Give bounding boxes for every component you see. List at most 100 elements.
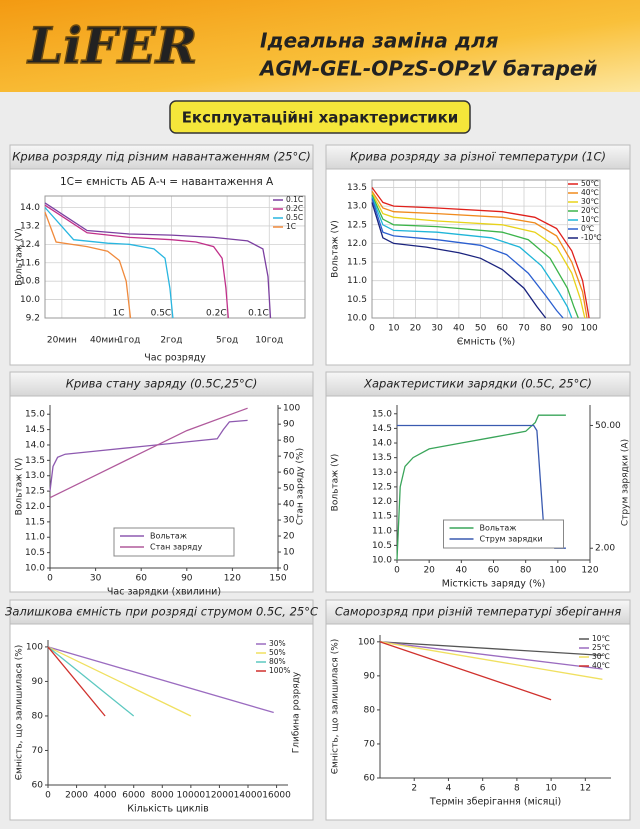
y-tick-label: 13.0 — [347, 202, 367, 212]
y2-tick-label: 80 — [283, 436, 295, 446]
chart-title: Саморозряд при різній температурі зберіг… — [335, 605, 621, 619]
x-tick-label: 8000 — [151, 791, 174, 801]
plot-frame — [44, 195, 306, 319]
y-tick-label: 14.0 — [372, 439, 392, 449]
panel — [325, 599, 631, 821]
plot-frame — [371, 179, 601, 319]
logo: LiFER — [26, 16, 197, 75]
chart-title: Крива розряду під різним навантаженням (… — [12, 150, 311, 164]
panel — [9, 599, 314, 821]
x-tick-label: 30 — [431, 324, 443, 334]
y-tick-label: 12.5 — [347, 220, 367, 230]
y-tick-label: 14.0 — [20, 203, 40, 213]
section-title: Експлуатаційні характеристики — [182, 109, 459, 127]
y2-axis-label: Глибина розряду — [292, 671, 302, 753]
y2-tick-label: 50 — [283, 484, 295, 494]
legend-label: 0.1C — [286, 195, 303, 204]
y-tick-label: 70 — [32, 746, 44, 756]
y-tick-label: 90 — [32, 677, 44, 687]
y-tick-label: 80 — [32, 711, 44, 721]
y-tick-label: 13.2 — [20, 221, 40, 231]
legend-label: Вольтаж — [480, 524, 517, 533]
panel-title-bar — [9, 144, 314, 170]
x-tick-label: 120 — [581, 566, 598, 576]
x-tick-label: 4000 — [94, 791, 117, 801]
x-tick-label: 40мин — [90, 336, 120, 346]
y-tick-label: 70 — [364, 739, 376, 749]
x-tick-label: 10 — [388, 324, 400, 334]
x-tick-label: 0 — [394, 566, 400, 576]
y-tick-label: 10.0 — [347, 314, 367, 324]
y2-axis-label: Струм зарядки (A) — [621, 439, 631, 526]
x-tick-label: 10год — [255, 336, 283, 346]
y-tick-label: 11.0 — [372, 526, 392, 536]
legend-label: 40℃ — [592, 661, 610, 670]
x-tick-label: 60 — [488, 566, 500, 576]
y-tick-label: 11.0 — [25, 533, 45, 543]
y-tick-label: 13.5 — [347, 183, 367, 193]
x-axis-label: Час зарядки (хвилини) — [107, 587, 221, 598]
y-tick-label: 60 — [364, 774, 376, 784]
x-tick-label: 14000 — [234, 791, 263, 801]
chart-title: Залишкова ємність при розряді струмом 0.… — [5, 605, 318, 619]
x-tick-label: 100 — [581, 324, 598, 334]
legend-label: 40℃ — [581, 188, 599, 197]
legend-label: 10℃ — [592, 634, 610, 643]
series-line — [379, 641, 603, 680]
y-tick-label: 10.0 — [372, 556, 392, 566]
x-tick-label: 30 — [90, 574, 102, 584]
y-tick-label: 90 — [364, 671, 376, 681]
series-line — [379, 641, 552, 701]
chart-title: Характеристики зарядки (0.5C, 25°C) — [363, 377, 592, 391]
x-tick-label: 0 — [47, 574, 53, 584]
series-line — [44, 207, 174, 319]
y2-tick-label: 0 — [283, 564, 289, 574]
series-line — [47, 646, 135, 717]
x-tick-label: 90 — [562, 324, 574, 334]
x-tick-label: 40 — [456, 566, 468, 576]
y2-tick-label: 2.00 — [595, 544, 615, 554]
x-tick-label: 0 — [369, 324, 375, 334]
y2-tick-label: 70 — [283, 452, 295, 462]
legend-label: 50℃ — [581, 179, 599, 188]
x-tick-label: 60 — [497, 324, 509, 334]
x-axis-label: Час розряду — [144, 353, 206, 364]
y-axis-label: Ємність, що залишилася (%) — [331, 639, 341, 775]
legend-label: 100% — [269, 666, 290, 675]
chart: Крива розряду під різним навантаженням (… — [9, 144, 314, 366]
x-tick-label: 60 — [135, 574, 147, 584]
panel — [325, 144, 631, 366]
x-tick-label: 2год — [160, 336, 182, 346]
series-line — [371, 202, 547, 319]
annotation: 1С= ємність АБ А-ч = навантаження А — [60, 176, 274, 188]
x-tick-label: 10000 — [177, 791, 206, 801]
y-tick-label: 12.5 — [372, 482, 392, 492]
end-label: 0.5C — [151, 309, 172, 319]
x-axis-label: Ємність (%) — [457, 337, 515, 348]
x-tick-label: 6 — [480, 784, 486, 794]
series-line — [396, 414, 566, 561]
legend-label: 0.5C — [286, 213, 303, 222]
y2-tick-label: 30 — [283, 516, 295, 526]
y-tick-label: 9.2 — [26, 314, 40, 324]
y-axis-label: Вольтаж (V) — [15, 228, 25, 286]
y-tick-label: 12.5 — [25, 487, 45, 497]
y-tick-label: 10.0 — [20, 295, 40, 305]
series-line — [371, 196, 573, 319]
y-tick-label: 13.0 — [372, 468, 392, 478]
legend-label: 30℃ — [581, 197, 599, 206]
y-tick-label: 60 — [32, 781, 44, 791]
x-tick-label: 50 — [475, 324, 487, 334]
x-axis-label: Місткість заряду (%) — [442, 579, 546, 590]
header-title: AGM-GEL-OPzS-OPzV батарей — [258, 57, 597, 81]
y2-tick-label: 50.00 — [595, 421, 621, 431]
legend-label: Струм зарядки — [480, 535, 543, 544]
series-line — [47, 646, 106, 717]
y-tick-label: 13.5 — [25, 456, 45, 466]
y2-tick-label: 20 — [283, 532, 295, 542]
x-tick-label: 80 — [540, 324, 552, 334]
series-line — [371, 198, 564, 319]
series-line — [47, 646, 274, 714]
y2-tick-label: 100 — [283, 404, 300, 414]
x-tick-label: 150 — [269, 574, 286, 584]
